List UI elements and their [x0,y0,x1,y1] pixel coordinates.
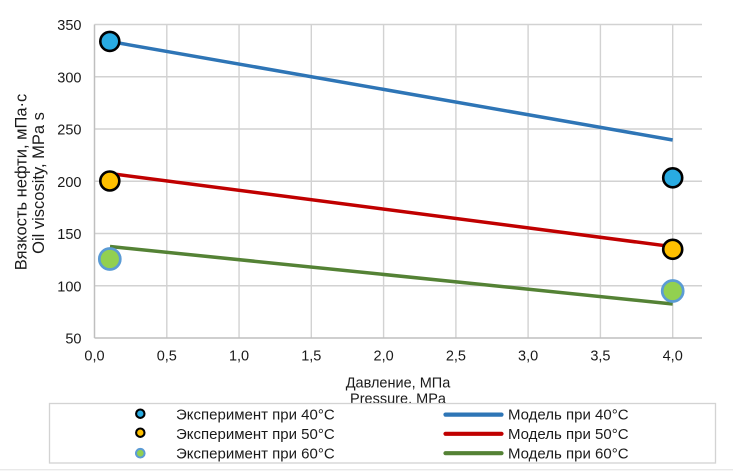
svg-text:Эксперимент при 50°C: Эксперимент при 50°C [176,426,335,443]
svg-text:Давление, МПа: Давление, МПа [346,376,452,392]
svg-text:50: 50 [65,332,81,348]
svg-text:4,0: 4,0 [663,349,683,365]
svg-text:Oil viscosity, MPa s: Oil viscosity, MPa s [30,112,48,254]
svg-text:Вязкость нефти, мПа·с: Вязкость нефти, мПа·с [12,94,30,270]
svg-text:250: 250 [57,123,81,139]
svg-text:1,0: 1,0 [229,349,249,365]
svg-text:350: 350 [57,18,81,34]
svg-text:1,5: 1,5 [301,349,321,365]
svg-text:2,5: 2,5 [446,349,466,365]
svg-text:Модель при 60°C: Модель при 60°C [508,446,629,463]
svg-text:2,0: 2,0 [374,349,394,365]
svg-text:300: 300 [57,70,81,86]
svg-text:200: 200 [57,175,81,191]
svg-text:150: 150 [57,227,81,243]
svg-text:100: 100 [57,279,81,295]
svg-text:Эксперимент при 40°C: Эксперимент при 40°C [176,407,335,424]
svg-text:Эксперимент при 60°C: Эксперимент при 60°C [176,446,335,463]
svg-text:3,0: 3,0 [518,349,538,365]
svg-text:Модель при 40°C: Модель при 40°C [508,407,629,424]
svg-text:Модель при 50°C: Модель при 50°C [508,426,629,443]
svg-text:0,5: 0,5 [157,349,177,365]
svg-text:0,0: 0,0 [84,349,104,365]
svg-text:3,5: 3,5 [590,349,610,365]
